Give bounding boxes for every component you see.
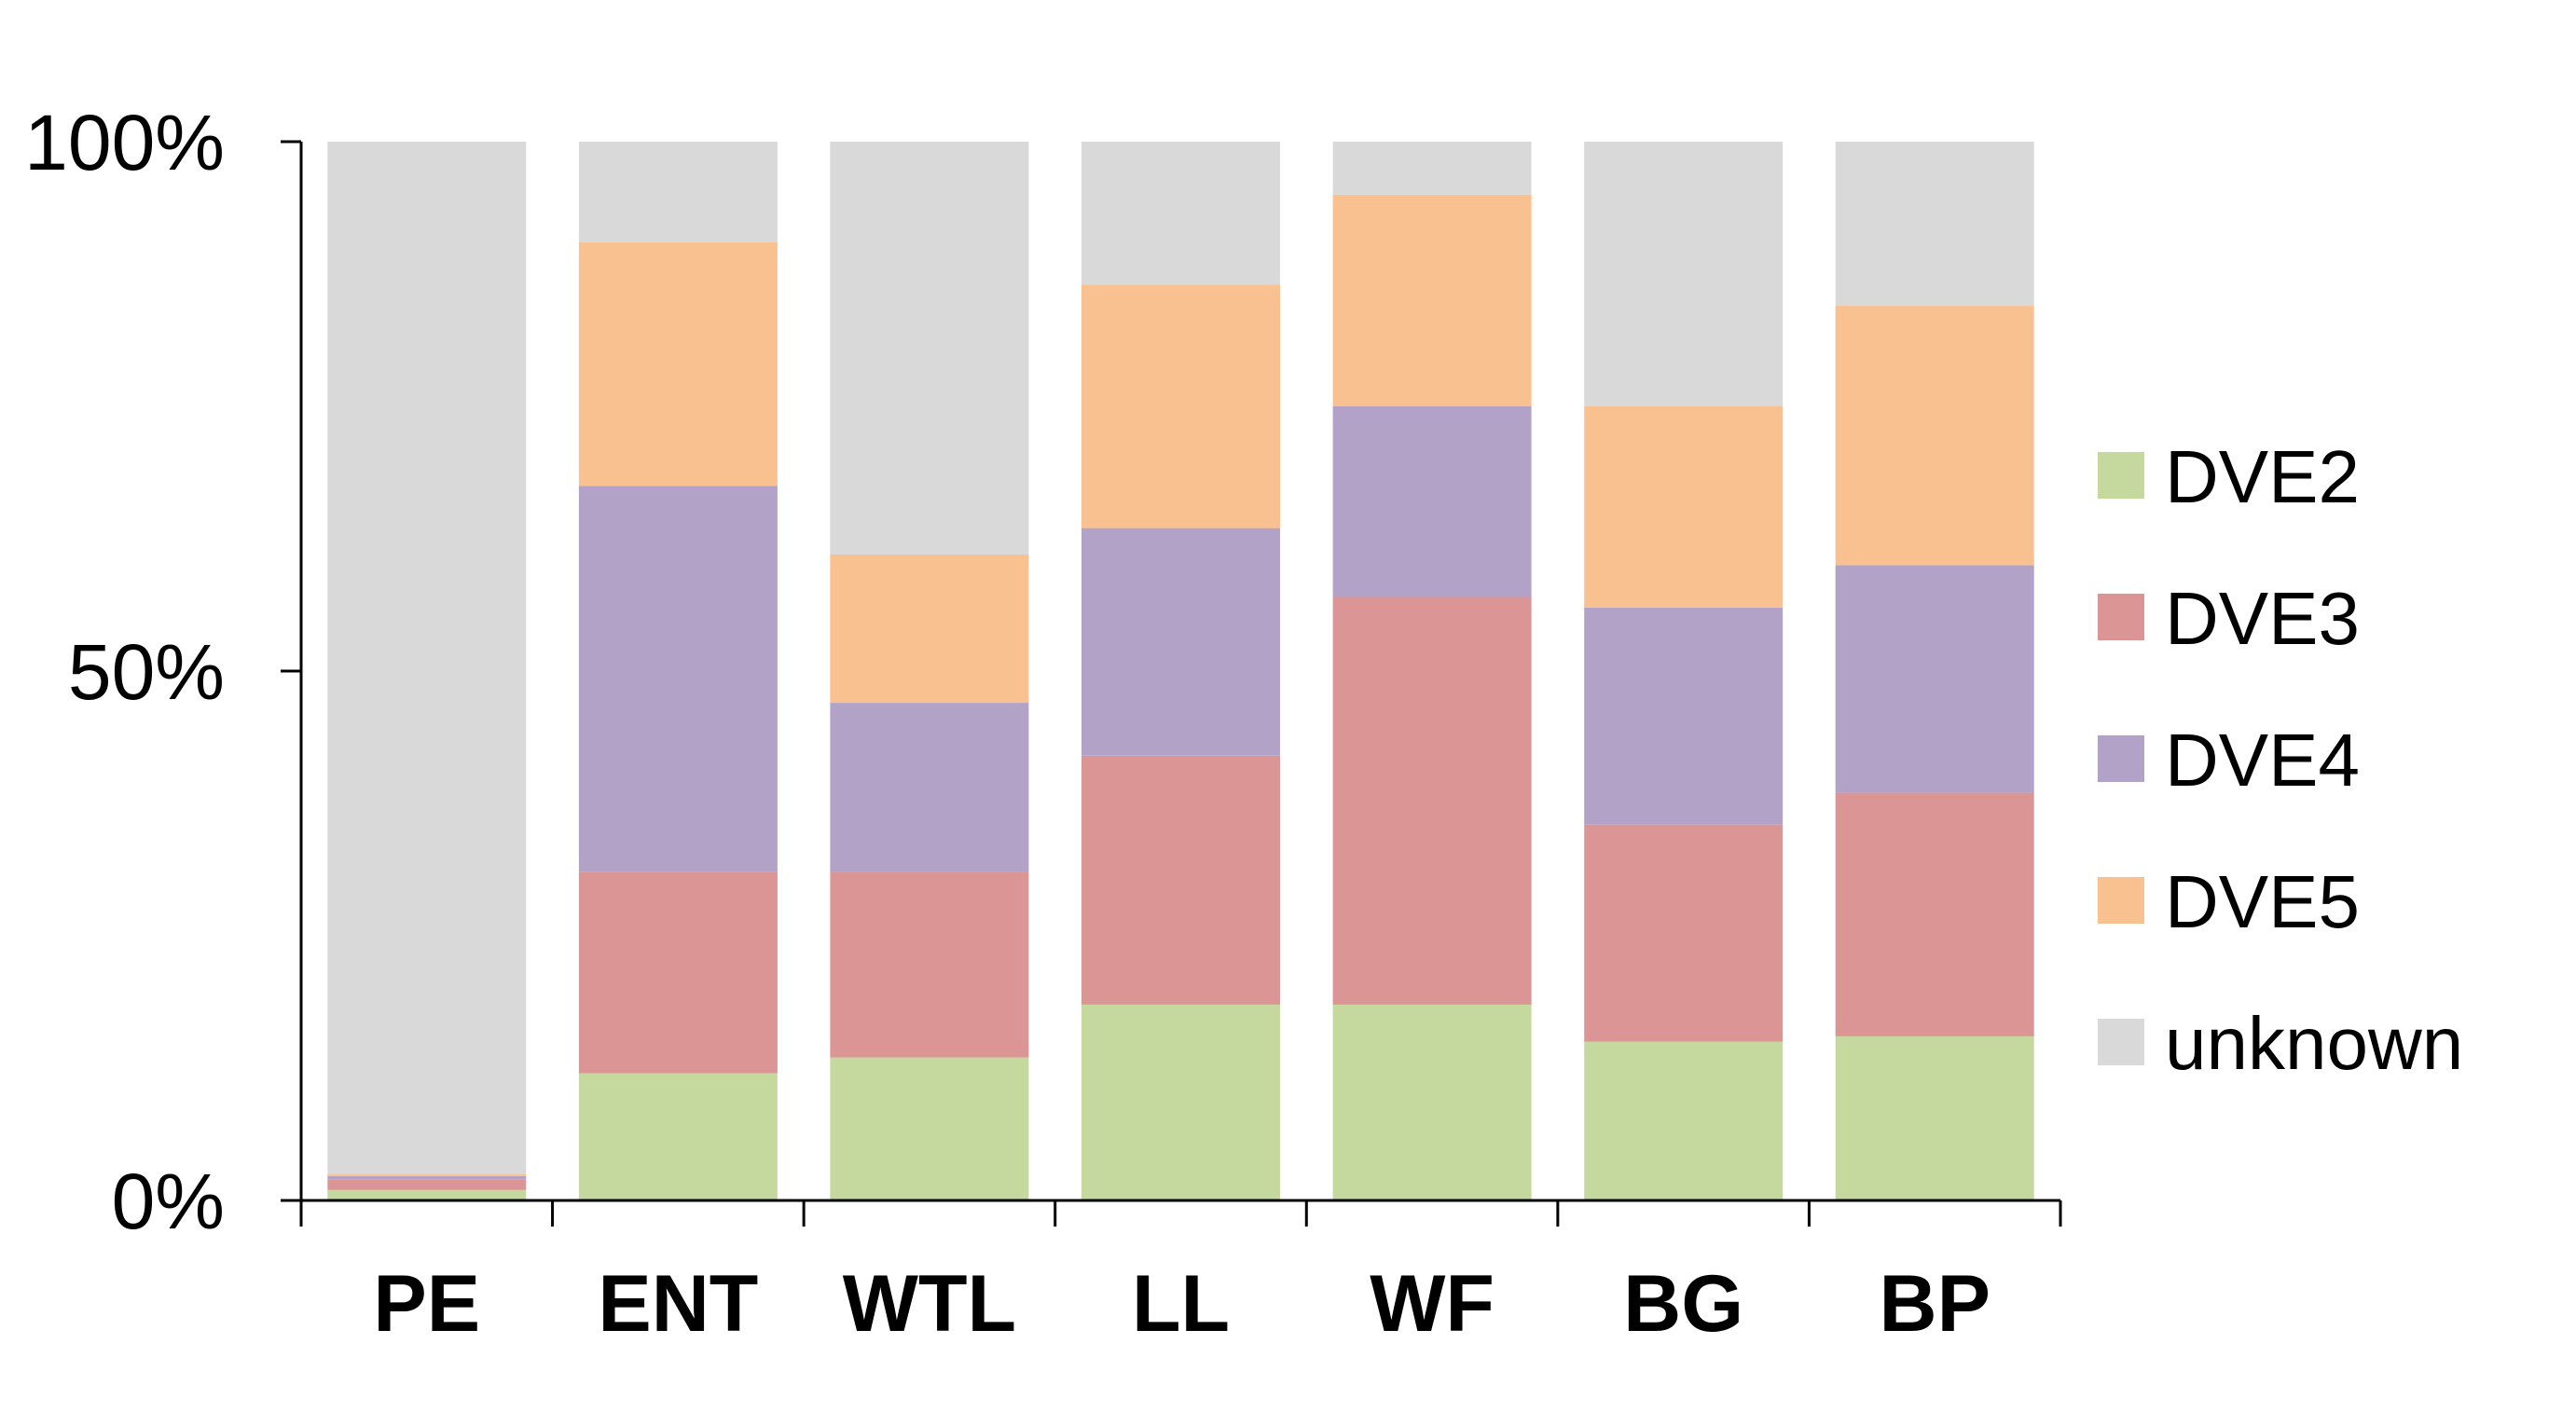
bar-bp-dve2 [1835,1035,2034,1200]
x-tick-label-wtl: WTL [843,1259,1016,1349]
bar-ll-unknown [1081,142,1280,285]
bar-bp-dve5 [1835,306,2034,566]
bar-pe-dve5 [327,1173,527,1176]
legend: DVE2 DVE3 DVE4 DVE5 unknown [2098,435,2463,1085]
bar-bg-dve3 [1584,824,1784,1042]
bar-ll-dve2 [1081,1004,1280,1200]
bar-ll-dve4 [1081,528,1280,756]
x-tick-label-bg: BG [1623,1259,1743,1349]
y-tick-label: 50% [68,628,225,716]
bar-bp-dve3 [1835,792,2034,1036]
bar-wtl-dve3 [830,871,1029,1058]
bar-wf-dve5 [1332,194,1532,406]
bar-bg-dve2 [1584,1041,1784,1200]
legend-swatch-dve3 [2098,594,2144,640]
bar-bg-unknown [1584,142,1784,406]
y-tick-label: 0% [112,1158,225,1245]
bar-bp-unknown [1835,142,2034,307]
bar-wtl-dve2 [830,1057,1029,1200]
legend-swatch-dve5 [2098,877,2144,924]
x-ticks-group: PE ENT WTL LL WF BG BP [299,1200,2062,1349]
bars-group [327,142,2034,1200]
legend-swatch-unknown [2098,1019,2144,1065]
bar-ll-dve5 [1081,284,1280,528]
bar-ent-dve4 [578,486,778,872]
bar-ent-unknown [578,142,778,242]
bar-bp-dve4 [1835,565,2034,793]
bar-bg-dve4 [1584,607,1784,825]
bar-wf-dve2 [1332,1004,1532,1200]
bar-wf-dve4 [1332,406,1532,597]
bar-wtl-dve4 [830,703,1029,872]
bar-ent-dve3 [578,871,778,1074]
legend-label-dve2: DVE2 [2165,435,2360,518]
legend-label-unknown: unknown [2165,1002,2463,1085]
bar-pe-dve3 [327,1179,527,1190]
x-tick-label-ll: LL [1132,1259,1230,1349]
legend-swatch-dve4 [2098,735,2144,782]
x-tick-label-wf: WF [1370,1259,1495,1349]
y-ticks-group: 0% 50% 100% [24,99,301,1245]
legend-label-dve5: DVE5 [2165,860,2360,943]
bar-ent-dve2 [578,1073,778,1200]
bar-wtl-unknown [830,142,1029,555]
bar-pe-unknown [327,142,527,1174]
legend-swatch-dve2 [2098,452,2144,499]
bar-pe-dve4 [327,1175,527,1180]
x-tick-label-ent: ENT [598,1259,758,1349]
bar-bg-dve5 [1584,406,1784,608]
bar-pe-dve2 [327,1189,527,1200]
x-tick-label-pe: PE [373,1259,480,1349]
bar-wf-dve3 [1332,596,1532,1005]
x-tick-label-bp: BP [1879,1259,1990,1349]
bar-ent-dve5 [578,241,778,487]
bar-ll-dve3 [1081,755,1280,1005]
legend-label-dve4: DVE4 [2165,719,2360,802]
bar-wf-unknown [1332,142,1532,195]
legend-label-dve3: DVE3 [2165,577,2360,660]
bar-wtl-dve5 [830,555,1029,703]
y-tick-label: 100% [24,99,225,186]
